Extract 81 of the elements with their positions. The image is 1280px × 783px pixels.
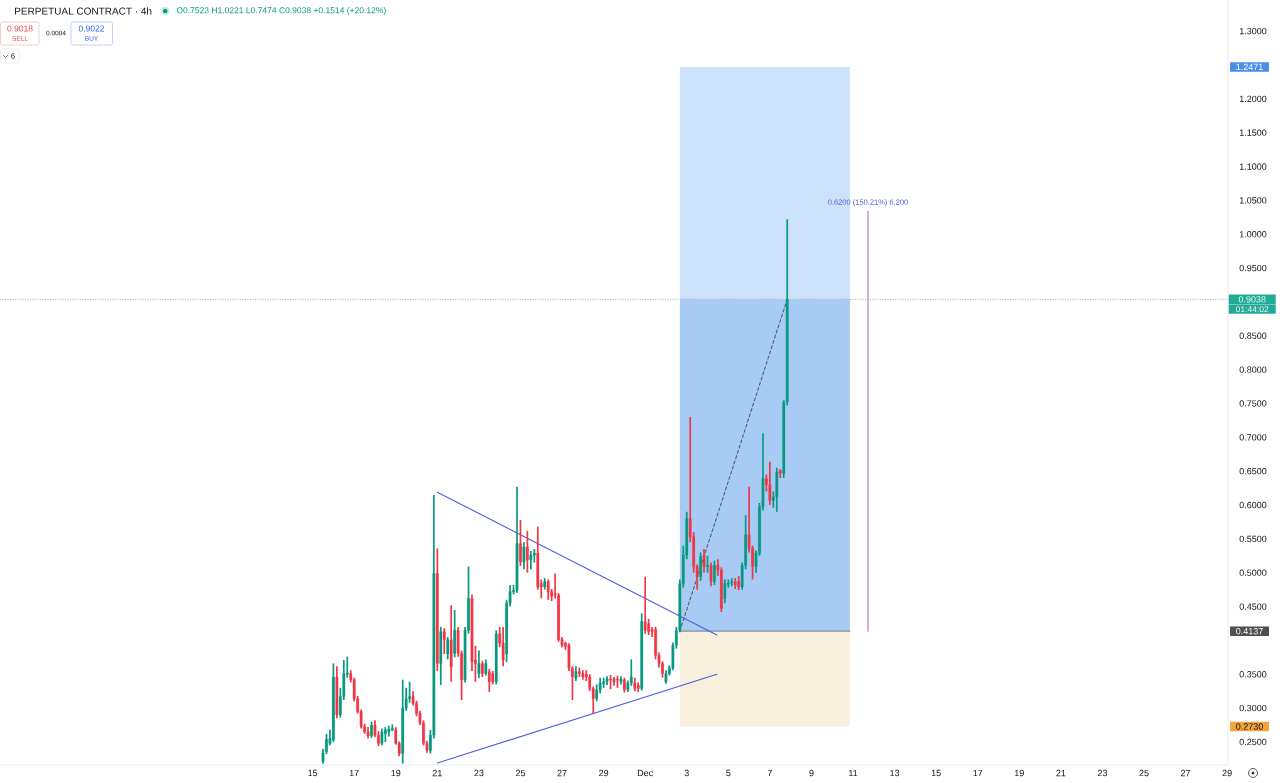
candlestick (332, 662, 335, 743)
candlestick (768, 460, 772, 506)
x-tick-label: 13 (890, 769, 900, 777)
y-tick-label: 0.8000 (1239, 366, 1267, 373)
candlestick (616, 674, 619, 689)
candlestick (442, 627, 446, 655)
x-tick-label: 29 (599, 769, 609, 777)
candlestick (519, 519, 522, 567)
text: 01:44:02 (1235, 306, 1269, 313)
y-tick-label: 0.5000 (1239, 569, 1267, 576)
candlestick (446, 636, 450, 661)
candlestick (702, 548, 706, 574)
bar (679, 631, 850, 727)
y-tick-label: 0.2500 (1239, 738, 1267, 746)
y-tick-label: 1.0500 (1239, 197, 1267, 204)
y-tick-label: 1.1000 (1239, 163, 1267, 170)
x-tick-label: 25 (1139, 769, 1149, 777)
annotation: 0.9022 (78, 25, 105, 32)
y-tick-label: 0.9500 (1239, 264, 1267, 272)
candlestick (699, 551, 702, 582)
y-tick-label: 0.7000 (1239, 434, 1267, 441)
ref-line-label: 0.9038 (1238, 296, 1266, 303)
y-tick-label: 0.3000 (1239, 704, 1267, 712)
x-tick-label: 27 (557, 769, 567, 777)
x-tick-label: 7 (767, 769, 772, 777)
text: 0.4137 (1236, 628, 1263, 635)
y-tick-label: 0.6000 (1239, 501, 1267, 509)
y-tick-label: 0.6500 (1239, 468, 1267, 475)
bar (679, 299, 850, 632)
candlestick (709, 561, 713, 588)
x-tick-label: Dec (637, 769, 653, 777)
y-tick-label: 0.3500 (1239, 671, 1267, 678)
candlestick (383, 726, 387, 743)
x-tick-label: 15 (931, 769, 941, 777)
x-tick-label: 11 (849, 769, 858, 777)
x-tick-label: 25 (515, 769, 526, 777)
x-tick-label: 29 (1222, 769, 1232, 777)
candlestick (623, 676, 626, 694)
y-tick-label: 1.3000 (1239, 27, 1267, 35)
candlestick (643, 575, 647, 635)
candlestick (522, 541, 526, 571)
x-tick-label: 23 (1097, 769, 1108, 777)
candlestick (370, 720, 373, 739)
x-tick-label: 21 (432, 769, 442, 777)
y-tick-label: 0.4500 (1239, 603, 1267, 610)
x-tick-label: 21 (1056, 769, 1066, 777)
candlestick (609, 674, 612, 691)
y-tick-label: 1.2000 (1239, 95, 1267, 103)
x-tick-label: 5 (726, 769, 731, 777)
x-tick-label: 27 (1181, 769, 1191, 777)
x-tick-label: 19 (391, 769, 401, 777)
text: 1.2471 (1236, 63, 1263, 71)
text: O0.7523 H1.0221 L0.7474 C0.9038 +0.1514 (+20.12%) (176, 7, 386, 15)
x-tick-label: 19 (1014, 769, 1024, 777)
x-tick-label: 9 (809, 769, 814, 777)
bar (679, 66, 850, 300)
text: PERPETUAL CONTRACT · 4h (15, 7, 152, 15)
candlestick (723, 578, 727, 605)
candlestick (501, 626, 505, 668)
candlestick (577, 666, 581, 678)
y-tick-label: 1.1500 (1239, 129, 1267, 136)
candlestick (477, 649, 481, 680)
y-tick-label: 0.5500 (1239, 535, 1267, 543)
y-tick-label: 0.8500 (1239, 332, 1267, 339)
y-tick-label: 0.7500 (1239, 400, 1267, 407)
candlestick (706, 554, 709, 574)
x-tick-label: 23 (474, 769, 484, 777)
y-tick-label: 1.0000 (1239, 231, 1267, 238)
candlestick (529, 550, 533, 571)
candlestick (487, 668, 491, 693)
candlestick (713, 559, 716, 586)
annotation: 0.9018 (7, 25, 33, 32)
candlestick (546, 578, 550, 601)
candlestick (602, 676, 605, 689)
x-tick-label: 17 (349, 769, 359, 777)
candlestick (480, 659, 484, 678)
text: 0.2730 (1236, 723, 1263, 730)
x-tick-label: 17 (973, 769, 983, 777)
x-tick-label: 3 (684, 769, 689, 777)
candlestick (526, 529, 529, 574)
x-tick-label: 15 (308, 769, 318, 777)
